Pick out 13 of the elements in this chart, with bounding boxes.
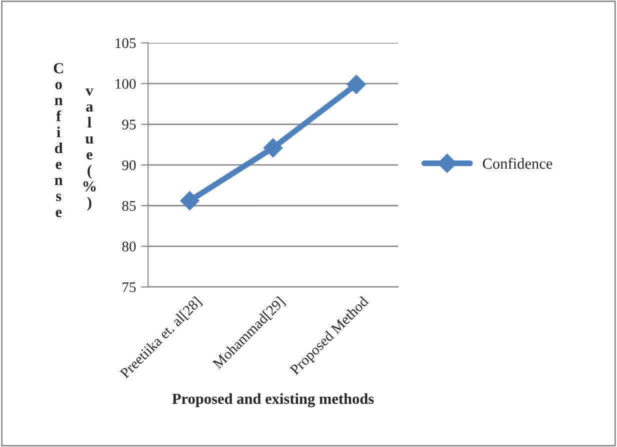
point: [180, 191, 200, 210]
point: [263, 138, 283, 158]
text: Confidense value(%): [54, 63, 96, 218]
y-tick-label: 85: [122, 200, 136, 211]
y-tick-label: 80: [122, 242, 136, 252]
y-tick-label: 100: [116, 78, 136, 89]
x-axis-title: Proposed and existing methods: [172, 393, 374, 408]
legend-label: Confidence: [482, 158, 552, 169]
y-tick-label: 105: [116, 38, 136, 48]
point: [346, 74, 366, 94]
y-tick-label: 90: [122, 160, 136, 170]
y-tick-label: 95: [122, 120, 136, 130]
y-tick-label: 75: [122, 282, 136, 292]
